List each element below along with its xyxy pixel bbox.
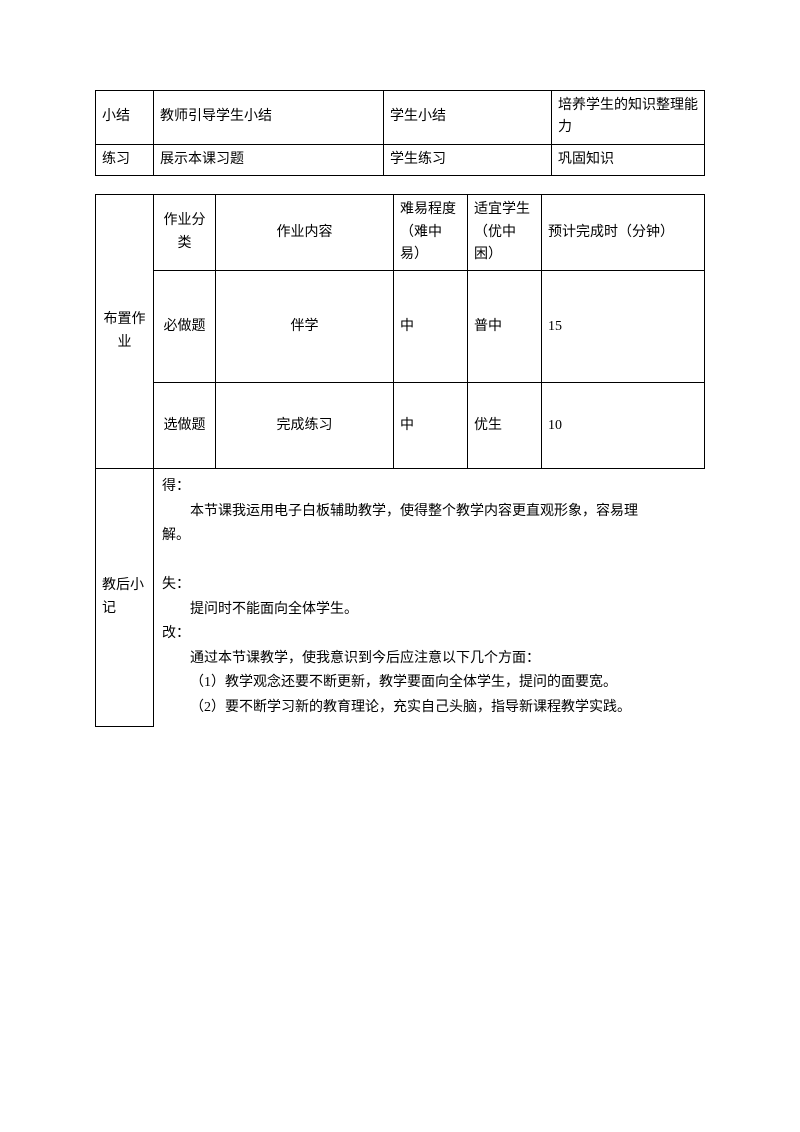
table-row: 选做题 完成练习 中 优生 10 [96,383,705,469]
cell: 选做题 [154,383,216,469]
notes-side-label: 教后小记 [96,469,154,727]
summary-table: 小结 教师引导学生小结 学生小结 培养学生的知识整理能力 练习 展示本课习题 学… [95,90,705,176]
notes-line: 本节课我运用电子白板辅助教学，使得整个教学内容更直观形象，容易理 [162,500,701,525]
notes-line: 改： [162,626,190,641]
cell: 伴学 [216,271,394,383]
cell: 中 [394,383,468,469]
cell: 巩固知识 [552,144,705,175]
notes-line: 通过本节课教学，使我意识到今后应注意以下几个方面： [162,647,701,672]
col-header: 作业内容 [216,195,394,271]
cell: 15 [542,271,705,383]
cell: 优生 [468,383,542,469]
table-header-row: 布置作业 作业分类 作业内容 难易程度（难中易） 适宜学生（优中困） 预计完成时… [96,195,705,271]
notes-line: 解。 [162,528,190,543]
cell: 必做题 [154,271,216,383]
col-header: 预计完成时（分钟） [542,195,705,271]
table-row: 必做题 伴学 中 普中 15 [96,271,705,383]
homework-table: 布置作业 作业分类 作业内容 难易程度（难中易） 适宜学生（优中困） 预计完成时… [95,194,705,727]
cell: 学生练习 [384,144,552,175]
col-header: 作业分类 [154,195,216,271]
col-header: 难易程度（难中易） [394,195,468,271]
notes-line: （1）教学观念还要不断更新，教学要面向全体学生，提问的面要宽。 [162,671,701,696]
notes-line: （2）要不断学习新的教育理论，充实自己头脑，指导新课程教学实践。 [162,696,701,721]
table-row: 小结 教师引导学生小结 学生小结 培养学生的知识整理能力 [96,91,705,145]
cell: 普中 [468,271,542,383]
notes-row: 教后小记 得： 本节课我运用电子白板辅助教学，使得整个教学内容更直观形象，容易理… [96,469,705,727]
notes-line: 失： [162,577,190,592]
side-label: 布置作业 [96,195,154,469]
cell: 学生小结 [384,91,552,145]
col-header: 适宜学生（优中困） [468,195,542,271]
cell: 中 [394,271,468,383]
table-row: 练习 展示本课习题 学生练习 巩固知识 [96,144,705,175]
notes-content: 得： 本节课我运用电子白板辅助教学，使得整个教学内容更直观形象，容易理 解。 失… [154,469,705,727]
cell: 展示本课习题 [154,144,384,175]
cell: 10 [542,383,705,469]
cell: 完成练习 [216,383,394,469]
cell: 小结 [96,91,154,145]
cell: 教师引导学生小结 [154,91,384,145]
notes-line: 提问时不能面向全体学生。 [162,598,701,623]
cell: 培养学生的知识整理能力 [552,91,705,145]
notes-line: 得： [162,479,190,494]
cell: 练习 [96,144,154,175]
